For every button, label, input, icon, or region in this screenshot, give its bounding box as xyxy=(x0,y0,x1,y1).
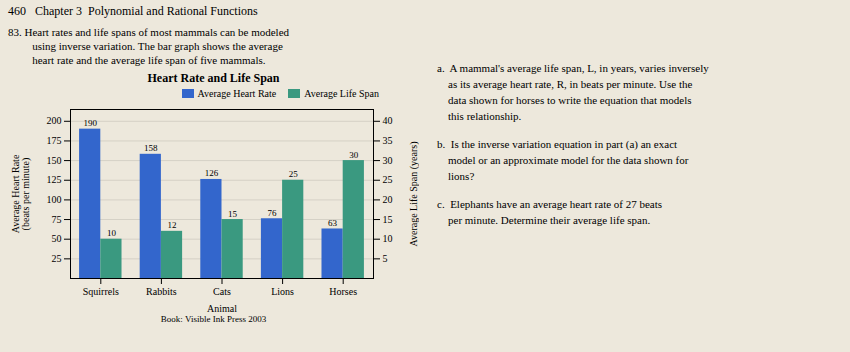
svg-text:10: 10 xyxy=(383,233,393,244)
svg-text:40: 40 xyxy=(383,115,393,126)
svg-text:12: 12 xyxy=(168,220,177,230)
svg-text:25: 25 xyxy=(383,174,393,185)
svg-text:50: 50 xyxy=(52,233,62,244)
svg-text:Squirrels: Squirrels xyxy=(83,286,119,297)
html-text:Heart Rate and Life Span: Heart Rate and Life Span xyxy=(147,71,280,85)
svg-text:100: 100 xyxy=(47,194,62,205)
svg-text:25: 25 xyxy=(52,253,62,264)
svg-text:10: 10 xyxy=(107,228,117,238)
svg-text:126: 126 xyxy=(205,168,219,178)
html-text:b. Is the inverse variation eq: b. Is the inverse variation equation in … xyxy=(437,138,689,182)
svg-text:125: 125 xyxy=(47,174,62,185)
svg-text:Average Life Span (years): Average Life Span (years) xyxy=(408,141,420,246)
html-text:83. Heart rates and life spans: 83. Heart rates and life spans of most m… xyxy=(8,26,289,66)
html-text:Average Life Span: Average Life Span xyxy=(304,88,379,99)
svg-text:Rabbits: Rabbits xyxy=(146,286,177,297)
svg-text:Horses: Horses xyxy=(329,286,357,297)
html-text:a. A mammal's average life spa: a. A mammal's average life span, L, in y… xyxy=(437,62,709,122)
svg-text:15: 15 xyxy=(383,214,393,225)
svg-text:35: 35 xyxy=(383,135,393,146)
html-text:460 Chapter 3 Polynomial and R: 460 Chapter 3 Polynomial and Rational Fu… xyxy=(8,4,258,18)
svg-text:5: 5 xyxy=(383,253,388,264)
svg-text:30: 30 xyxy=(383,155,393,166)
svg-text:76: 76 xyxy=(267,208,277,218)
html-text:c. Elephants have an average h: c. Elephants have an average heart rate … xyxy=(437,198,663,226)
svg-text:75: 75 xyxy=(52,214,62,225)
html-text:Average Heart Rate: Average Heart Rate xyxy=(197,88,277,99)
svg-text:Cats: Cats xyxy=(213,286,231,297)
svg-text:150: 150 xyxy=(47,155,62,166)
svg-text:20: 20 xyxy=(383,194,393,205)
svg-text:190: 190 xyxy=(83,118,97,128)
svg-text:158: 158 xyxy=(144,143,158,153)
svg-text:15: 15 xyxy=(228,209,238,219)
svg-text:175: 175 xyxy=(47,135,62,146)
svg-text:Lions: Lions xyxy=(271,286,294,297)
svg-text:Average Heart Rate(beats per m: Average Heart Rate(beats per minute) xyxy=(10,154,32,233)
svg-text:63: 63 xyxy=(328,218,338,228)
html-text:Book: Visible Ink Press 2003: Book: Visible Ink Press 2003 xyxy=(160,314,267,324)
svg-text:25: 25 xyxy=(289,169,299,179)
svg-text:Animal: Animal xyxy=(207,303,237,314)
svg-text:200: 200 xyxy=(47,115,62,126)
svg-text:30: 30 xyxy=(349,150,359,160)
